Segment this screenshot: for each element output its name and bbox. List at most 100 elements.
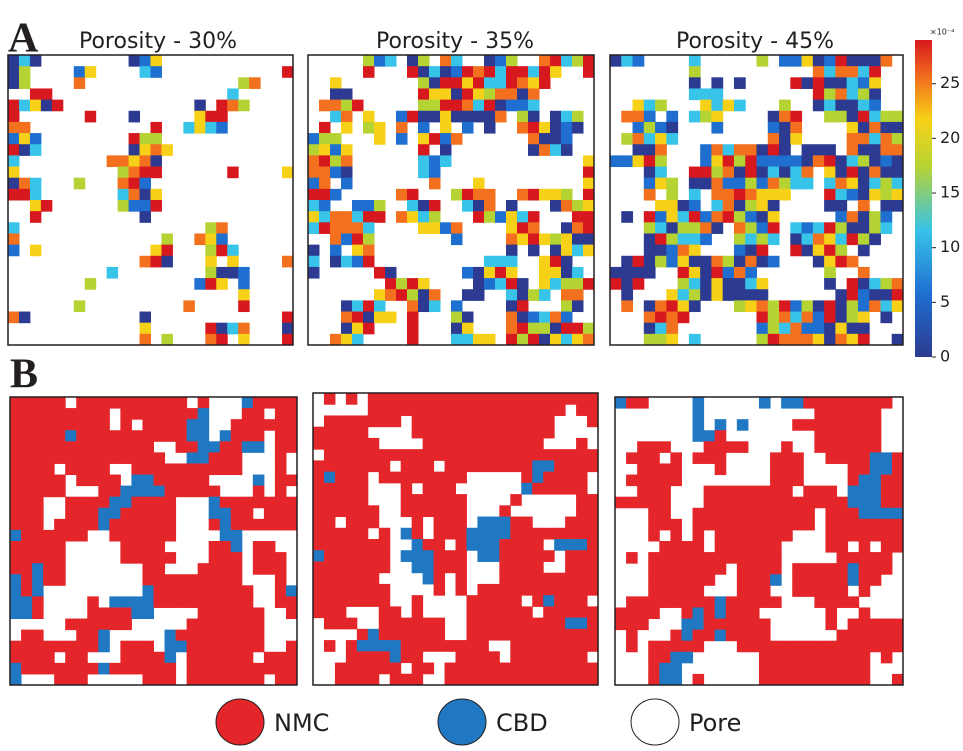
- microstructure-cell: [565, 595, 577, 607]
- microstructure-cell: [230, 574, 243, 586]
- microstructure-cell: [76, 618, 88, 631]
- microstructure-cell: [142, 496, 154, 509]
- microstructure-cell: [216, 244, 228, 257]
- microstructure-cell: [857, 322, 870, 335]
- microstructure-cell: [510, 583, 522, 596]
- microstructure-cell: [891, 474, 904, 487]
- microstructure-cell: [230, 673, 243, 686]
- microstructure-cell: [621, 278, 634, 290]
- microstructure-cell: [142, 485, 154, 498]
- microstructure-cell: [857, 233, 870, 246]
- microstructure-cell: [10, 563, 22, 575]
- microstructure-cell: [120, 441, 132, 453]
- microstructure-cell: [643, 244, 656, 257]
- microstructure-cell: [506, 266, 518, 279]
- microstructure-cell: [643, 222, 656, 234]
- microstructure-cell: [824, 66, 836, 78]
- microstructure-cell: [677, 244, 690, 257]
- microstructure-cell: [736, 629, 749, 642]
- microstructure-cell: [632, 55, 645, 67]
- microstructure-cell: [677, 278, 690, 290]
- microstructure-cell: [846, 278, 859, 290]
- microstructure-cell: [352, 222, 364, 234]
- microstructure-cell: [714, 430, 727, 442]
- microstructure-cell: [87, 463, 99, 476]
- microstructure-cell: [411, 561, 424, 574]
- microstructure-cell: [367, 640, 380, 652]
- panel-frame: [9, 396, 298, 686]
- panel-title: Porosity - 45%: [676, 29, 834, 54]
- microstructure-cell: [836, 452, 849, 464]
- microstructure-cell: [825, 662, 838, 675]
- microstructure-cell: [363, 200, 375, 212]
- microstructure-cell: [812, 322, 825, 335]
- microstructure-cell: [139, 155, 151, 168]
- microstructure-cell: [510, 606, 522, 619]
- microstructure-cell: [330, 333, 342, 346]
- microstructure-cell: [367, 516, 380, 529]
- microstructure-cell: [323, 572, 336, 585]
- microstructure-cell: [561, 244, 573, 257]
- microstructure-cell: [363, 66, 375, 78]
- microstructure-cell: [825, 430, 838, 442]
- microstructure-cell: [319, 121, 331, 134]
- microstructure-cell: [455, 527, 467, 540]
- microstructure-cell: [857, 155, 870, 168]
- microstructure-cell: [733, 300, 746, 313]
- microstructure-cell: [334, 617, 347, 630]
- microstructure-cell: [40, 99, 53, 112]
- microstructure-cell: [714, 496, 727, 509]
- microstructure-cell: [330, 222, 342, 234]
- microstructure-cell: [429, 66, 441, 78]
- microstructure-cell: [444, 527, 456, 540]
- microstructure-cell: [722, 289, 735, 301]
- microstructure-cell: [722, 200, 735, 212]
- microstructure-cell: [356, 516, 369, 529]
- microstructure-cell: [779, 311, 791, 324]
- microstructure-cell: [506, 278, 518, 290]
- microstructure-cell: [648, 507, 660, 520]
- legend-swatch: [215, 698, 265, 746]
- microstructure-cell: [825, 585, 838, 597]
- microstructure-cell: [756, 144, 769, 156]
- microstructure-cell: [263, 496, 276, 509]
- microstructure-cell: [98, 662, 110, 675]
- microstructure-cell: [499, 449, 511, 461]
- microstructure-cell: [29, 99, 42, 112]
- microstructure-cell: [197, 574, 210, 586]
- microstructure-cell: [208, 673, 221, 686]
- microstructure-cell: [54, 673, 66, 686]
- microstructure-cell: [517, 110, 529, 123]
- microstructure-cell: [583, 200, 595, 212]
- microstructure-cell: [565, 662, 577, 675]
- microstructure-cell: [506, 244, 518, 257]
- microstructure-cell: [677, 255, 690, 268]
- microstructure-cell: [847, 662, 860, 675]
- microstructure-cell: [219, 563, 232, 575]
- microstructure-cell: [462, 88, 474, 101]
- microstructure-cell: [330, 211, 342, 223]
- microstructure-cell: [161, 244, 173, 257]
- microstructure-cell: [880, 177, 893, 190]
- microstructure-cell: [756, 289, 769, 301]
- microstructure-cell: [477, 437, 489, 450]
- microstructure-cell: [466, 393, 478, 405]
- microstructure-cell: [150, 144, 162, 156]
- microstructure-cell: [711, 88, 724, 101]
- microstructure-cell: [565, 673, 577, 686]
- microstructure-cell: [615, 607, 627, 620]
- microstructure-cell: [484, 278, 496, 290]
- microstructure-cell: [880, 211, 893, 223]
- microstructure-cell: [76, 496, 88, 509]
- microstructure-cell: [677, 200, 690, 212]
- microstructure-cell: [363, 211, 375, 223]
- microstructure-cell: [576, 673, 588, 686]
- microstructure-cell: [495, 266, 507, 279]
- microstructure-cell: [65, 430, 77, 442]
- microstructure-cell: [880, 155, 893, 168]
- microstructure-cell: [499, 393, 511, 405]
- microstructure-cell: [334, 437, 347, 450]
- microstructure-cell: [29, 144, 42, 156]
- microstructure-cell: [792, 651, 804, 664]
- colorbar-tick-label: 10: [940, 237, 960, 256]
